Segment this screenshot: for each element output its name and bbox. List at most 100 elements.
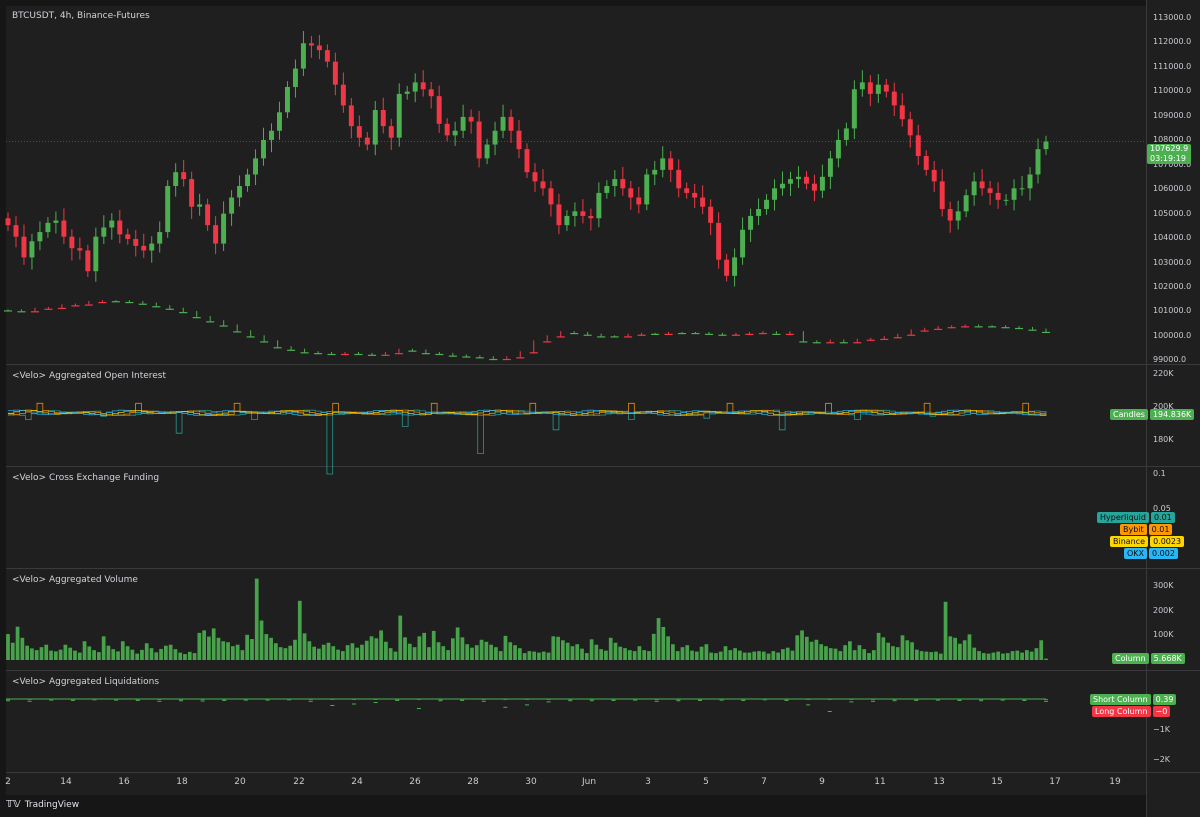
price-axis[interactable] [1146, 0, 1200, 817]
pane-divider[interactable] [6, 364, 1200, 365]
volume-bar [183, 654, 187, 660]
oi-candle [583, 334, 592, 336]
volume-bar [537, 652, 541, 660]
liq-long-bar [373, 699, 378, 700]
volume-bar [871, 650, 876, 660]
price-candle [125, 234, 131, 239]
pane-divider[interactable] [6, 466, 1200, 467]
funding-tick-label: 0.1 [1153, 469, 1166, 478]
volume-badge-value: 5.668K [1150, 653, 1185, 664]
liquidations-pane[interactable] [6, 671, 1146, 772]
price-candle [221, 213, 227, 244]
liquidations-pane-title[interactable]: <Velo> Aggregated Liquidations [12, 677, 160, 687]
volume-pane-title[interactable]: <Velo> Aggregated Volume [12, 575, 138, 585]
volume-bar [379, 630, 383, 660]
price-candle [851, 89, 857, 129]
oi-candle [637, 334, 646, 336]
volume-bar [1010, 651, 1015, 660]
price-pane[interactable] [6, 6, 1146, 364]
price-candle [859, 82, 865, 90]
oi-candle [3, 310, 13, 312]
price-candle [173, 172, 179, 187]
price-candle [875, 84, 881, 94]
price-candle [939, 181, 945, 210]
liq-long-bar [70, 699, 75, 700]
volume-bar [584, 653, 589, 660]
tradingview-logo[interactable]: 𝕋𝕍 TradingView [6, 799, 79, 810]
volume-bar [958, 643, 962, 660]
price-candle [748, 215, 754, 230]
oi-candle [610, 336, 619, 338]
volume-bar [398, 615, 403, 660]
oi-candle [192, 317, 201, 319]
liq-short-bar [179, 700, 183, 702]
price-candle [69, 236, 75, 249]
volume-bar [187, 651, 192, 660]
volume-bar [623, 648, 627, 660]
volume-bar [604, 650, 608, 660]
bar-countdown: 03:19:19 [1150, 154, 1186, 163]
price-candle [915, 135, 921, 157]
price-candle [436, 96, 442, 124]
price-candle [843, 128, 849, 140]
price-tick-label: 113000.0 [1153, 13, 1192, 22]
oi-candle [179, 312, 188, 314]
liq-badge-value: −0 [1152, 706, 1171, 717]
time-tick-label: Jun [581, 777, 597, 787]
price-tick-label: 100000.0 [1153, 330, 1192, 340]
liq-long-bar [892, 699, 897, 700]
volume-bar [317, 648, 321, 660]
oi-candle [516, 357, 525, 359]
volume-bar [809, 641, 814, 660]
pane-divider[interactable] [6, 772, 1200, 773]
price-candle [109, 220, 115, 228]
price-candle [780, 183, 785, 189]
liq-short-bar [741, 699, 746, 701]
oi-pane-title[interactable]: <Velo> Aggregated Open Interest [12, 371, 167, 381]
price-candle [133, 238, 139, 246]
price-candle [867, 82, 873, 94]
liq-short-bar [395, 699, 400, 701]
oi-candle [664, 333, 673, 335]
oi-candle [287, 349, 296, 351]
pane-divider[interactable] [6, 670, 1200, 671]
price-candle [540, 181, 546, 189]
oi-candle [691, 332, 700, 335]
volume-bar [814, 639, 819, 660]
volume-bar [479, 639, 484, 660]
time-axis-bar[interactable] [6, 773, 1146, 795]
liq-long-bar [157, 699, 162, 700]
oi-tick-label: 220K [1153, 369, 1174, 378]
volume-bar [1039, 640, 1044, 660]
liq-short-bar [416, 708, 421, 709]
liq-short-bar [6, 700, 10, 702]
volume-bar [436, 642, 441, 660]
oi-tick-label: 200K [1153, 402, 1174, 411]
liq-short-bar [676, 700, 681, 702]
volume-bar [891, 646, 895, 660]
symbol-title[interactable]: BTCUSDT, 4h, Binance-Futures [12, 11, 150, 21]
volume-bar [647, 651, 651, 660]
price-candle [676, 169, 682, 189]
price-candle [1003, 199, 1009, 201]
oi-candle [152, 306, 161, 308]
volume-bar [1015, 650, 1020, 660]
price-candle [548, 188, 554, 205]
liq-short-badge: Short Column 0.39 [1090, 694, 1177, 705]
price-candle [45, 222, 51, 233]
pane-divider[interactable] [6, 568, 1200, 569]
liq-long-bar [698, 699, 702, 700]
volume-bar [197, 632, 202, 660]
funding-pane-title[interactable]: <Velo> Cross Exchange Funding [12, 473, 160, 483]
volume-bar [97, 652, 101, 660]
volume-bar [216, 637, 221, 660]
liq-short-bar [135, 699, 140, 701]
liq-short-bar [200, 700, 205, 702]
volume-bar [1020, 652, 1024, 660]
volume-bar [1025, 650, 1029, 660]
liq-short-bar [979, 700, 984, 702]
funding-pane[interactable] [6, 467, 1146, 568]
price-candle [53, 220, 59, 223]
price-candle [324, 50, 330, 62]
price-candle [819, 176, 825, 191]
